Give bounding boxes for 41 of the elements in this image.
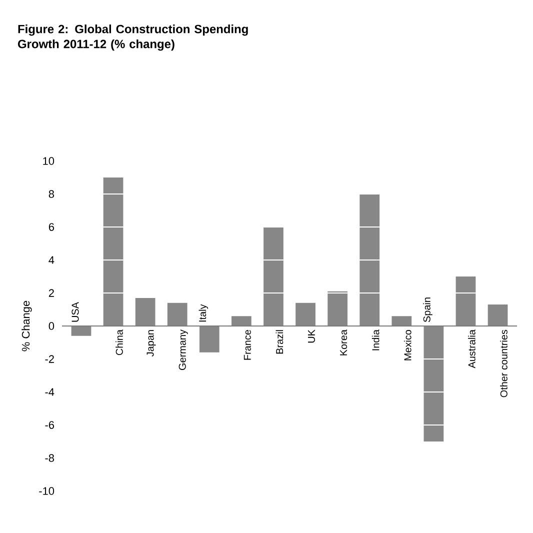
bar	[103, 178, 124, 326]
y-tick-label: 4	[48, 256, 54, 264]
x-tick-label: USA	[72, 302, 79, 322]
y-tick-label: 10	[43, 157, 54, 165]
y-tick-label: 6	[48, 223, 54, 231]
y-tick-label: 2	[48, 289, 54, 297]
bar	[264, 227, 284, 326]
x-tick-label: France	[244, 330, 251, 360]
bar	[424, 326, 444, 442]
bar	[360, 194, 380, 326]
bar	[328, 291, 348, 326]
y-tick-label: -8	[45, 454, 54, 462]
x-tick-label: Japan	[146, 330, 156, 357]
bar	[232, 316, 252, 326]
y-tick-label: 0	[48, 322, 54, 330]
y-axis-title: % Change	[22, 300, 32, 352]
x-tick-label: Korea	[340, 330, 348, 356]
x-tick-label: UK	[308, 330, 315, 343]
bar	[296, 302, 316, 326]
bar	[167, 302, 188, 326]
bar	[488, 304, 508, 326]
x-tick-label: Other countries	[500, 330, 508, 398]
chart-title: Figure 2: Global Construction Spending Growth 2011-12 (% change)	[18, 24, 248, 51]
bar	[392, 316, 412, 326]
x-tick-label: Germany	[178, 330, 188, 370]
x-tick-label: Australia	[468, 330, 476, 368]
x-tick-label: Mexico	[404, 330, 412, 360]
x-tick-label: India	[372, 330, 380, 350]
x-tick-label: Spain	[423, 298, 432, 322]
bar	[71, 326, 92, 336]
y-tick-label: 8	[48, 190, 54, 198]
x-tick-label: Italy	[198, 304, 208, 322]
bar	[135, 298, 156, 326]
y-tick-label: -6	[45, 421, 54, 429]
y-tick-label: -4	[45, 388, 54, 396]
bar	[199, 326, 220, 352]
y-tick-label: -10	[39, 487, 54, 495]
y-tick-label: -2	[45, 355, 54, 363]
bar	[456, 276, 476, 326]
x-tick-label: Brazil	[276, 330, 284, 354]
x-tick-label: China	[116, 330, 123, 356]
